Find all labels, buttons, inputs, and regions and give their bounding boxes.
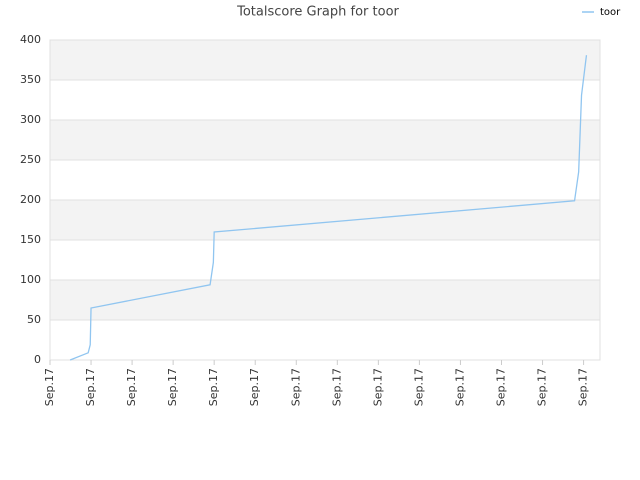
grid-band	[50, 40, 600, 80]
grid-band	[50, 120, 600, 160]
y-tick-label: 50	[27, 313, 41, 326]
y-tick-label: 200	[20, 193, 41, 206]
line	[69, 55, 588, 361]
x-tick-label: Sep.17	[43, 368, 56, 406]
x-tick-label: Sep.17	[371, 368, 384, 406]
y-tick-label: 400	[20, 33, 41, 46]
chart-title: Totalscore Graph for toor	[236, 5, 399, 20]
x-tick-label: Sep.17	[412, 368, 425, 406]
y-tick-label: 300	[20, 113, 41, 126]
x-tick-label: Sep.17	[248, 368, 261, 406]
x-tick-label: Sep.17	[84, 368, 97, 406]
x-tick-label: Sep.17	[577, 368, 590, 406]
grid-band	[50, 280, 600, 320]
x-tick-label: Sep.17	[166, 368, 179, 406]
x-tick-label: Sep.17	[289, 368, 302, 406]
x-tick-label: Sep.17	[330, 368, 343, 406]
x-tick-label: Sep.17	[536, 368, 549, 406]
x-tick-label: Sep.17	[125, 368, 138, 406]
plot-frame	[49, 39, 601, 361]
y-tick-label: 0	[34, 353, 41, 366]
y-tick-label: 250	[20, 153, 41, 166]
x-tick-label: Sep.17	[207, 368, 220, 406]
y-tick-label: 150	[20, 233, 41, 246]
y-tick-label: 350	[20, 73, 41, 86]
x-tick-label: Sep.17	[453, 368, 466, 406]
y-tick-label: 100	[20, 273, 41, 286]
x-tick-label: Sep.17	[494, 368, 507, 406]
legend-label: toor	[600, 7, 621, 18]
